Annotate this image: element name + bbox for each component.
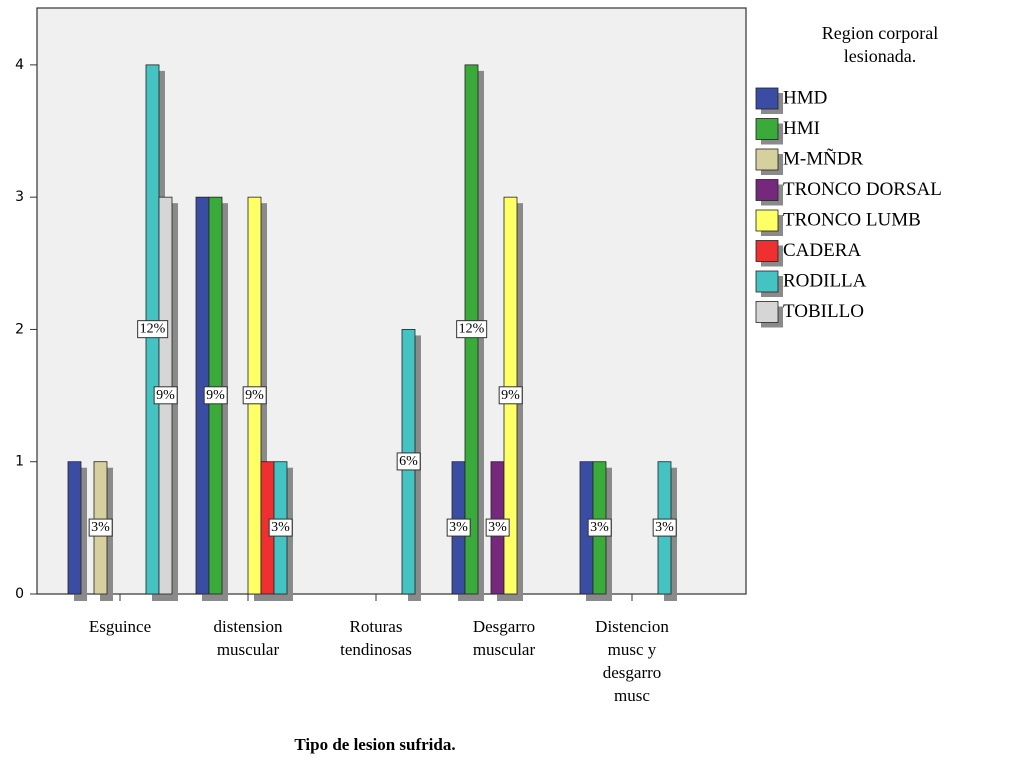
legend-swatch [755,270,779,293]
value-label: 3% [655,520,674,535]
value-label-box [396,452,421,471]
legend-swatch [755,209,779,232]
legend-label: TRONCO LUMB [783,209,921,230]
y-tick-label: 0 [15,586,24,602]
value-label-box [485,518,510,537]
plot-area [36,7,747,595]
y-tick-label: 3 [15,189,24,205]
x-tick-label: Distencion musc y desgarro musc [595,617,669,705]
legend-label: CADERA [783,240,861,261]
value-label: 3% [271,520,290,535]
value-label-box [498,386,523,405]
legend-label: HMD [783,87,827,108]
value-label-box [203,386,228,405]
x-tick-label: Roturas tendinosas [340,617,412,659]
value-label: 3% [91,520,110,535]
y-tick-label: 2 [15,321,24,337]
value-label: 9% [206,388,225,403]
value-label: 9% [245,388,264,403]
legend-swatch [755,301,779,323]
legend-swatch [755,118,779,140]
legend-swatch [755,87,779,110]
value-label-box [652,518,677,537]
value-label-box [242,386,267,405]
x-tick-label: Desgarro muscular [473,617,536,659]
legend-title: Region corporal [822,23,938,43]
legend-label: RODILLA [783,270,867,291]
legend-title: lesionada. [844,46,916,66]
value-label: 12% [459,322,485,337]
legend-label: HMI [783,118,820,139]
x-tick-label: Esguince [89,617,151,636]
value-label-box [446,518,471,537]
y-tick-label: 4 [15,57,24,73]
bar [67,461,82,595]
value-label-box [137,320,169,339]
value-label: 6% [399,454,418,469]
legend-swatch [755,240,779,262]
legend-label: TOBILLO [783,301,864,322]
value-label: 3% [590,520,609,535]
legend-swatch [755,179,779,201]
value-label-box [456,320,488,339]
value-label: 12% [140,322,166,337]
legend-label: TRONCO DORSAL [783,179,942,200]
value-label: 3% [488,520,507,535]
y-tick-label: 1 [15,454,24,470]
value-label: 9% [156,388,175,403]
value-label-box [88,518,113,537]
value-label-box [153,386,178,405]
value-label: 9% [501,388,520,403]
value-label-box [268,518,293,537]
value-label-box [587,518,612,537]
value-label: 3% [449,520,468,535]
legend-label: M-MÑDR [783,147,864,169]
legend-swatch [755,148,779,171]
x-axis-title: Tipo de lesion sufrida. [294,735,455,754]
x-tick-label: distension muscular [214,617,283,659]
